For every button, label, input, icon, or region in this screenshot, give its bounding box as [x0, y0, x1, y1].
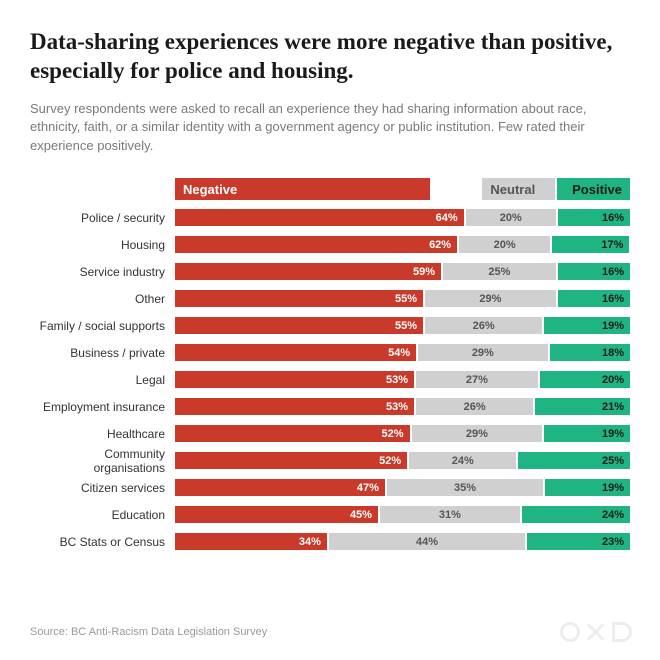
- segment-positive: 16%: [558, 209, 630, 226]
- segment-negative: 55%: [175, 290, 423, 307]
- row-bars: 64%20%16%: [175, 209, 630, 226]
- row-bars: 55%29%16%: [175, 290, 630, 307]
- row-bars: 34%44%23%: [175, 533, 630, 550]
- stacked-bar-chart: Negative NeutralPositive Police / securit…: [30, 178, 630, 555]
- segment-positive: 24%: [522, 506, 630, 523]
- segment-neutral: 20%: [466, 209, 556, 226]
- table-row: Education45%31%24%: [30, 501, 630, 528]
- row-bars: 53%26%21%: [175, 398, 630, 415]
- segment-negative: 47%: [175, 479, 385, 496]
- row-bars: 62%20%17%: [175, 236, 630, 253]
- legend-positive: Positive: [557, 178, 630, 200]
- segment-neutral: 29%: [412, 425, 543, 442]
- table-row: Citizen services47%35%19%: [30, 474, 630, 501]
- segment-negative: 34%: [175, 533, 327, 550]
- row-label: Legal: [30, 373, 175, 387]
- row-label: Other: [30, 292, 175, 306]
- segment-neutral: 35%: [387, 479, 543, 496]
- chart-title: Data-sharing experiences were more negat…: [30, 28, 630, 86]
- segment-negative: 53%: [175, 398, 414, 415]
- segment-positive: 19%: [545, 479, 630, 496]
- table-row: Community organisations52%24%25%: [30, 447, 630, 474]
- row-label: Education: [30, 508, 175, 522]
- segment-positive: 16%: [558, 263, 630, 280]
- legend-row: Negative NeutralPositive: [30, 178, 630, 200]
- table-row: Business / private54%29%18%: [30, 339, 630, 366]
- segment-positive: 18%: [550, 344, 630, 361]
- row-bars: 52%24%25%: [175, 452, 630, 469]
- row-bars: 52%29%19%: [175, 425, 630, 442]
- row-bars: 54%29%18%: [175, 344, 630, 361]
- segment-positive: 20%: [540, 371, 630, 388]
- row-label: Service industry: [30, 265, 175, 279]
- row-label: Employment insurance: [30, 400, 175, 414]
- segment-positive: 19%: [544, 317, 630, 334]
- segment-neutral: 31%: [380, 506, 520, 523]
- table-row: Housing62%20%17%: [30, 231, 630, 258]
- segment-negative: 53%: [175, 371, 414, 388]
- segment-neutral: 27%: [416, 371, 538, 388]
- segment-positive: 17%: [552, 236, 629, 253]
- segment-neutral: 26%: [416, 398, 533, 415]
- row-label: Business / private: [30, 346, 175, 360]
- segment-positive: 16%: [558, 290, 630, 307]
- row-label: Citizen services: [30, 481, 175, 495]
- segment-negative: 59%: [175, 263, 441, 280]
- row-label: Police / security: [30, 211, 175, 225]
- row-label: BC Stats or Census: [30, 535, 175, 549]
- segment-negative: 64%: [175, 209, 464, 226]
- row-bars: 45%31%24%: [175, 506, 630, 523]
- table-row: Police / security64%20%16%: [30, 204, 630, 231]
- row-bars: 47%35%19%: [175, 479, 630, 496]
- segment-positive: 19%: [544, 425, 630, 442]
- segment-positive: 21%: [535, 398, 630, 415]
- legend-neutral: Neutral: [482, 178, 555, 200]
- legend-negative: Negative: [175, 178, 430, 200]
- segment-neutral: 26%: [425, 317, 542, 334]
- row-label: Community organisations: [30, 447, 175, 475]
- table-row: Healthcare52%29%19%: [30, 420, 630, 447]
- segment-negative: 45%: [175, 506, 378, 523]
- row-bars: 59%25%16%: [175, 263, 630, 280]
- chart-subtitle: Survey respondents were asked to recall …: [30, 100, 620, 157]
- row-label: Healthcare: [30, 427, 175, 441]
- segment-negative: 55%: [175, 317, 423, 334]
- row-label: Housing: [30, 238, 175, 252]
- table-row: BC Stats or Census34%44%23%: [30, 528, 630, 555]
- segment-positive: 25%: [518, 452, 630, 469]
- row-bars: 53%27%20%: [175, 371, 630, 388]
- table-row: Family / social supports55%26%19%: [30, 312, 630, 339]
- segment-negative: 54%: [175, 344, 416, 361]
- table-row: Employment insurance53%26%21%: [30, 393, 630, 420]
- table-row: Other55%29%16%: [30, 285, 630, 312]
- segment-neutral: 29%: [425, 290, 556, 307]
- segment-negative: 52%: [175, 452, 407, 469]
- table-row: Legal53%27%20%: [30, 366, 630, 393]
- segment-neutral: 29%: [418, 344, 547, 361]
- segment-neutral: 20%: [459, 236, 550, 253]
- segment-negative: 62%: [175, 236, 457, 253]
- segment-neutral: 25%: [443, 263, 556, 280]
- table-row: Service industry59%25%16%: [30, 258, 630, 285]
- segment-neutral: 44%: [329, 533, 525, 550]
- source-citation: Source: BC Anti-Racism Data Legislation …: [30, 626, 267, 638]
- brand-logo-oxd: [560, 622, 632, 642]
- segment-neutral: 24%: [409, 452, 516, 469]
- row-bars: 55%26%19%: [175, 317, 630, 334]
- segment-negative: 52%: [175, 425, 410, 442]
- row-label: Family / social supports: [30, 319, 175, 333]
- segment-positive: 23%: [527, 533, 630, 550]
